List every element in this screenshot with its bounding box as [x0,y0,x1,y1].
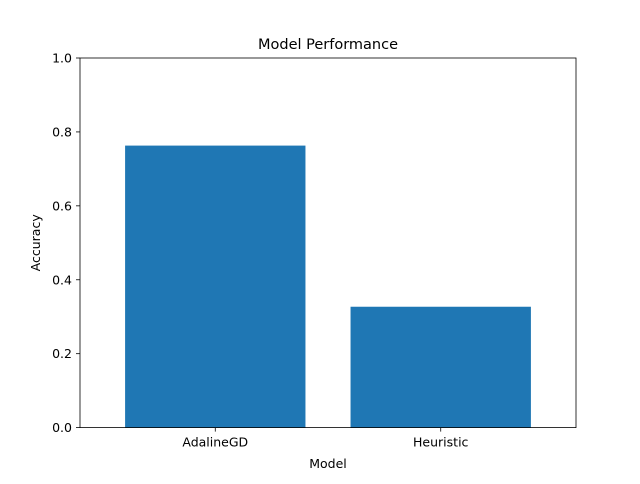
x-tick-label: AdalineGD [182,435,248,450]
y-tick-label: 0.2 [52,346,72,361]
y-tick-label: 0.0 [52,420,72,435]
y-axis-label: Accuracy [28,214,43,272]
bar-adalinegd [125,145,306,428]
y-tick-label: 0.6 [52,198,72,213]
y-axis-ticks: 0.0 0.2 0.4 0.6 0.8 1.0 [52,51,80,435]
plot-frame [79,57,577,429]
bar-heuristic [350,306,531,428]
chart-title: Model Performance [258,37,398,53]
x-tick-label: Heuristic [413,435,469,450]
bars-layer [125,145,531,428]
y-tick-label: 0.4 [52,272,72,287]
y-tick-label: 0.8 [52,124,72,139]
x-axis-label: Model [309,456,347,471]
x-axis-ticks: AdalineGD Heuristic [182,427,469,450]
y-tick-label: 1.0 [52,51,72,66]
